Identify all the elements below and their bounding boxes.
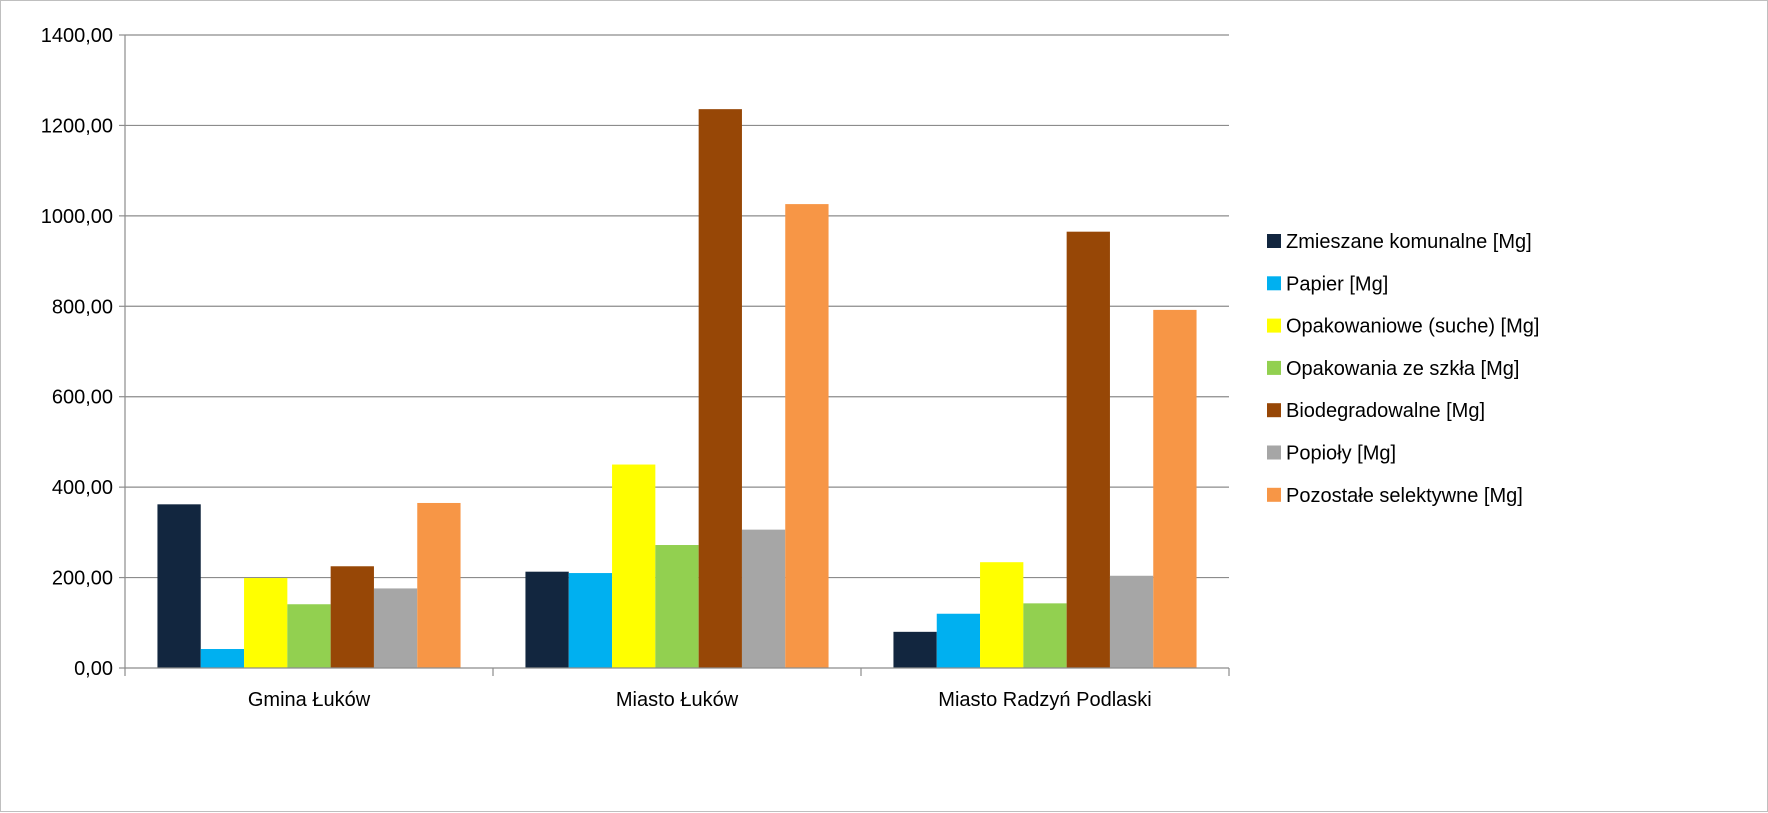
bar [373, 588, 418, 668]
bar [936, 613, 981, 668]
y-tick-label: 200,00 [52, 568, 113, 590]
bar [157, 504, 201, 668]
bars [157, 109, 1197, 669]
x-category-label: Miasto Radzyń Podlaski [938, 689, 1151, 711]
bar [785, 204, 829, 668]
bar [1153, 309, 1197, 668]
legend-label: Papier [Mg] [1286, 273, 1388, 295]
legend-label: Popioły [Mg] [1286, 443, 1396, 465]
axes: 0,00 200,00 400,00 600,00 800,00 1000,00 1200,… [41, 25, 1230, 711]
y-tick-label: 800,00 [52, 296, 113, 318]
y-tick-label: 600,00 [52, 387, 113, 409]
legend-label: Opakowaniowe (suche) [Mg] [1286, 316, 1539, 338]
legend-swatch [1267, 445, 1281, 460]
bar [980, 562, 1024, 668]
y-tick-label: 1400,00 [41, 25, 113, 47]
x-category-label: Gmina Łuków [248, 689, 371, 711]
y-tick-label: 0,00 [74, 658, 113, 680]
bar [200, 649, 245, 668]
bar [655, 545, 699, 668]
legend-label: Biodegradowalne [Mg] [1286, 400, 1485, 422]
bar [741, 529, 786, 668]
x-category-label: Miasto Łuków [616, 689, 739, 711]
bar [1023, 603, 1067, 668]
bar [287, 604, 331, 668]
y-tick-label: 1200,00 [41, 115, 113, 137]
bar [525, 571, 569, 668]
legend-swatch [1267, 234, 1281, 248]
bar [568, 573, 613, 668]
legend: Zmieszane komunalne [Mg] Papier [Mg] Opako… [1267, 231, 1539, 507]
legend-label: Pozostałe selektywne [Mg] [1286, 485, 1523, 507]
bar [417, 502, 461, 668]
bar [1109, 575, 1154, 668]
legend-swatch [1267, 360, 1281, 375]
legend-swatch [1267, 487, 1281, 502]
y-tick-label: 400,00 [52, 477, 113, 499]
legend-label: Zmieszane komunalne [Mg] [1286, 231, 1532, 253]
bar [893, 631, 937, 668]
bar [612, 464, 656, 668]
bar [698, 109, 742, 668]
legend-label: Opakowania ze szkła [Mg] [1286, 358, 1519, 380]
legend-swatch [1267, 403, 1281, 418]
bar [1066, 231, 1110, 669]
gridlines [125, 34, 1229, 579]
bar [330, 566, 374, 668]
legend-swatch [1267, 276, 1281, 291]
y-tick-label: 1000,00 [41, 206, 113, 228]
legend-swatch [1267, 318, 1281, 333]
bar [244, 578, 288, 668]
